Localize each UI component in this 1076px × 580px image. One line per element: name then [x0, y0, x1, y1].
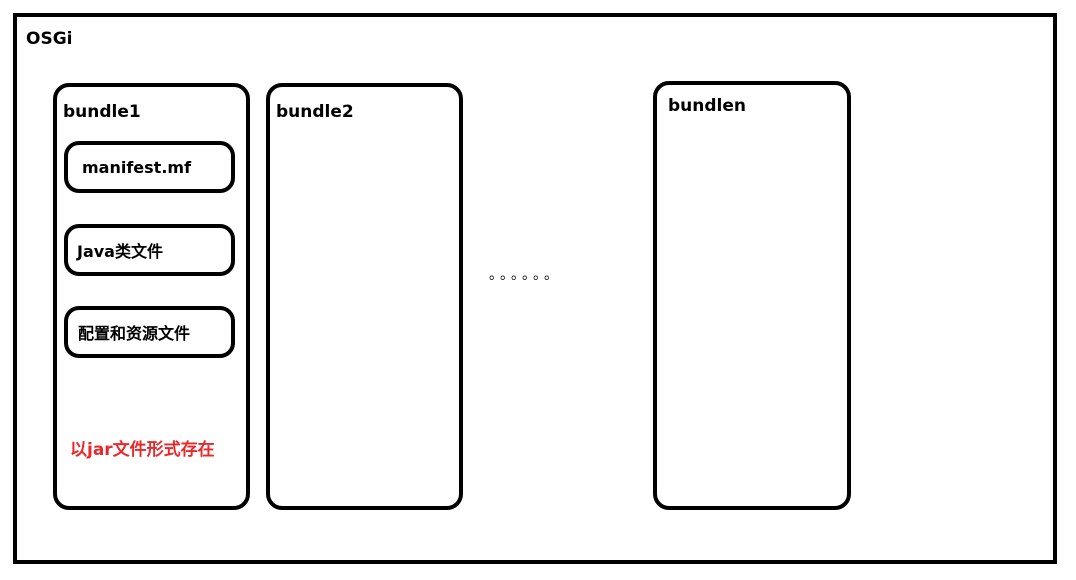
config-resource-files-box: 配置和资源文件 [64, 306, 235, 358]
manifest-file-box: manifest.mf [64, 141, 235, 193]
bundle-label: bundlen [668, 96, 747, 116]
osgi-container: OSGi bundle1 manifest.mf Java类文件 配置和资源文件… [13, 13, 1057, 564]
jar-form-note: 以jar文件形式存在 [70, 440, 215, 460]
ellipsis-dots: 。。。。。。 [489, 267, 562, 283]
bundle-box-1: bundle1 manifest.mf Java类文件 配置和资源文件 以jar… [53, 83, 250, 510]
bundle-label: bundle2 [276, 102, 354, 122]
bundle-label: bundle1 [63, 102, 141, 122]
bundle-box-2: bundle2 [266, 83, 463, 510]
osgi-title: OSGi [26, 29, 73, 49]
bundle-box-n: bundlen [653, 81, 851, 510]
java-class-files-box: Java类文件 [64, 224, 235, 276]
